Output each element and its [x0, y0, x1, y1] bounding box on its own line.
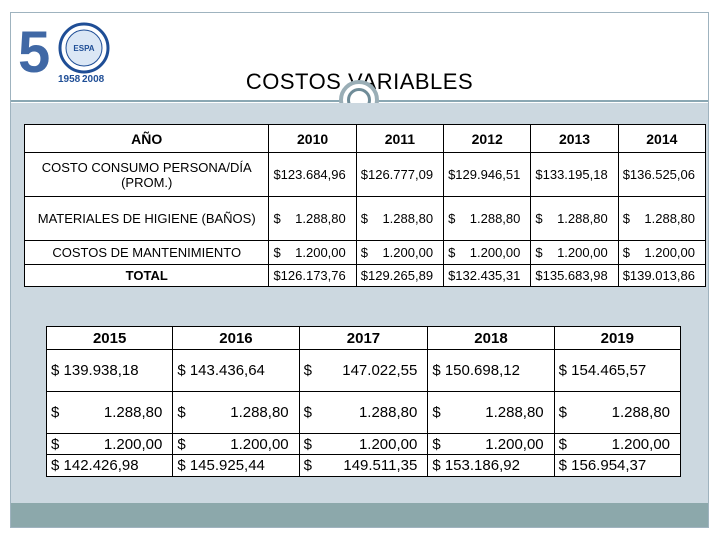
value-cell: $1.200,00 — [172, 433, 300, 455]
header-cell: 2019 — [553, 326, 682, 350]
value-cell: $1.288,80 — [553, 391, 682, 434]
header-cell: 2015 — [45, 326, 174, 350]
header-cell: 2014 — [617, 124, 707, 153]
footer-bar — [11, 503, 708, 527]
row-label: COSTOS DE MANTENIMIENTO — [23, 240, 270, 265]
value-cell: $139.013,86 — [617, 264, 707, 287]
value-cell: $1.200,00 — [355, 240, 445, 265]
row-label: MATERIALES DE HIGIENE (BAÑOS) — [23, 196, 270, 241]
table-row: COSTO CONSUMO PERSONA/DÍA (PROM.) $123.6… — [23, 152, 707, 197]
value-cell: $135.683,98 — [530, 264, 619, 287]
value-cell: $129.265,89 — [355, 264, 445, 287]
header-cell: 2018 — [427, 326, 555, 350]
value-cell: $1.200,00 — [427, 433, 555, 455]
value-cell: $ 143.436,64 — [172, 349, 300, 392]
svg-text:1958: 1958 — [58, 74, 81, 85]
table-row: $1.200,00 $1.200,00 $1.200,00 $1.200,00 … — [45, 433, 682, 455]
value-cell: $1.288,80 — [617, 196, 707, 241]
value-cell: $1.288,80 — [443, 196, 532, 241]
header-cell: 2017 — [298, 326, 429, 350]
value-cell: $ 150.698,12 — [427, 349, 555, 392]
value-cell: $ 153.186,92 — [427, 454, 555, 477]
value-cell: $136.525,06 — [617, 152, 707, 197]
anniversary-logo: 5 ESPA 1958 2008 — [18, 20, 110, 85]
value-cell: $132.435,31 — [443, 264, 532, 287]
value-cell: $123.684,96 — [268, 152, 357, 197]
value-cell: $1.288,80 — [268, 196, 357, 241]
value-cell: $1.288,80 — [298, 391, 429, 434]
value-cell: $1.288,80 — [45, 391, 174, 434]
value-cell: $ 156.954,37 — [553, 454, 682, 477]
value-cell: $1.200,00 — [443, 240, 532, 265]
value-cell: $147.022,55 — [298, 349, 429, 392]
value-cell: $1.200,00 — [553, 433, 682, 455]
svg-text:2008: 2008 — [82, 74, 105, 85]
svg-text:ESPA: ESPA — [73, 44, 94, 53]
value-cell: $1.200,00 — [45, 433, 174, 455]
value-cell: $ 139.938,18 — [45, 349, 174, 392]
value-cell: $ 145.925,44 — [172, 454, 300, 477]
value-cell: $1.200,00 — [530, 240, 619, 265]
value-cell: $ 154.465,57 — [553, 349, 682, 392]
header-cell: 2010 — [268, 124, 357, 153]
value-cell: $1.288,80 — [530, 196, 619, 241]
value-cell: $1.200,00 — [268, 240, 357, 265]
row-label: COSTO CONSUMO PERSONA/DÍA (PROM.) — [23, 152, 270, 197]
header-cell: 2016 — [172, 326, 300, 350]
value-cell: $1.200,00 — [617, 240, 707, 265]
value-cell: $ 142.426,98 — [45, 454, 174, 477]
header-cell: 2011 — [355, 124, 445, 153]
table-header-row: AÑO 2010 2011 2012 2013 2014 — [23, 124, 707, 153]
value-cell: $133.195,18 — [530, 152, 619, 197]
value-cell: $126.777,09 — [355, 152, 445, 197]
header-cell: AÑO — [23, 124, 270, 153]
value-cell: $1.200,00 — [298, 433, 429, 455]
table-row: COSTOS DE MANTENIMIENTO $1.200,00 $1.200… — [23, 240, 707, 265]
table-row: MATERIALES DE HIGIENE (BAÑOS) $1.288,80 … — [23, 196, 707, 241]
table-total-row: $ 142.426,98 $ 145.925,44 $149.511,35 $ … — [45, 454, 682, 477]
table-row: $ 139.938,18 $ 143.436,64 $147.022,55 $ … — [45, 349, 682, 392]
value-cell: $149.511,35 — [298, 454, 429, 477]
header-cell: 2013 — [530, 124, 619, 153]
table-header-row: 2015 2016 2017 2018 2019 — [45, 326, 682, 350]
value-cell: $1.288,80 — [355, 196, 445, 241]
table-row: $1.288,80 $1.288,80 $1.288,80 $1.288,80 … — [45, 391, 682, 434]
costs-table-2015-2019: 2015 2016 2017 2018 2019 $ 139.938,18 $ … — [45, 326, 682, 477]
value-cell: $126.173,76 — [268, 264, 357, 287]
value-cell: $1.288,80 — [172, 391, 300, 434]
header-cell: 2012 — [443, 124, 532, 153]
table-total-row: TOTAL $126.173,76 $129.265,89 $132.435,3… — [23, 264, 707, 287]
value-cell: $129.946,51 — [443, 152, 532, 197]
value-cell: $1.288,80 — [427, 391, 555, 434]
row-label: TOTAL — [23, 264, 270, 287]
svg-text:5: 5 — [18, 20, 50, 85]
costs-table-2010-2014: AÑO 2010 2011 2012 2013 2014 COSTO CONSU… — [23, 124, 707, 287]
